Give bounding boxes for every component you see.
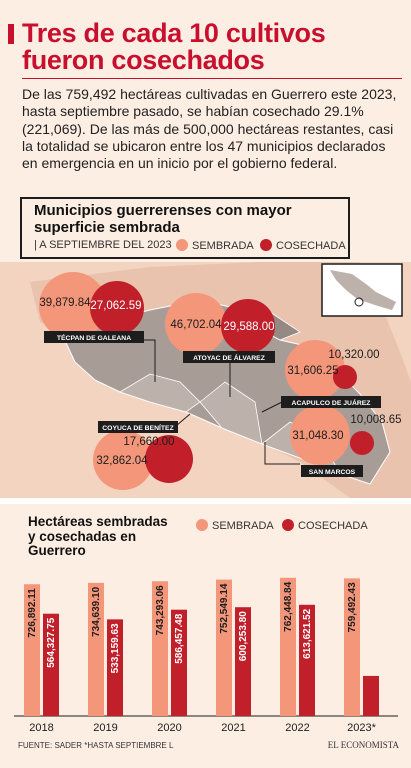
label-acapulco: ACAPULCO DE JUÁREZ — [292, 398, 371, 407]
bubble-tecpan-sembrada — [39, 272, 107, 340]
value-sanmarcos-cosechada: 10,008.65 — [350, 414, 401, 426]
bubble-tecpan-cosechada — [90, 281, 144, 335]
value-sanmarcos-sembrada: 31,048.30 — [292, 430, 343, 442]
legend-label-harvested: COSECHADA — [276, 240, 346, 252]
bar-sembrada-0 — [24, 584, 40, 716]
map-title: Municipios guerrerenses con mayor superf… — [34, 202, 292, 236]
x-tick-label-5: 2023* — [347, 722, 376, 734]
legend-dot-sown — [176, 239, 188, 251]
bubble-coyuca-cosechada — [145, 435, 193, 483]
publisher-logo: EL ECONOMISTA — [327, 740, 399, 750]
chart-legend-sown: SEMBRADA — [196, 519, 274, 532]
x-tick-label-0: 2018 — [29, 722, 53, 734]
label-atoyac: ATOYAC DE ÁLVAREZ — [193, 353, 265, 362]
data-label-sembrada-0: 726,892.11 — [27, 588, 38, 638]
chart-legend-label-sown: SEMBRADA — [212, 520, 274, 532]
intro-paragraph: De las 759,492 hectáreas cultivadas en G… — [22, 86, 397, 172]
bar-sembrada-5 — [344, 578, 360, 716]
x-tick-label-1: 2019 — [93, 722, 117, 734]
chart-title: Hectáreas sembradas y cosechadas en Guer… — [28, 514, 168, 558]
value-atoyac-sembrada: 46,702.04 — [170, 319, 222, 331]
bubble-coyuca-sembrada — [93, 430, 153, 490]
bar-chart: 726,892.11 564,327.75 2018 734,639.10 533,15… — [14, 577, 398, 734]
data-label-sembrada-4: 762,448.84 — [283, 581, 294, 631]
bar-cosechada-5 — [363, 675, 379, 716]
chart-legend-harvested: COSECHADA — [282, 519, 368, 532]
data-label-cosechada-3: 600,253.80 — [238, 611, 249, 661]
page-title: Tres de cada 10 cultivos fueron cosechad… — [22, 18, 326, 75]
bar-cosechada-0 — [43, 613, 59, 716]
value-coyuca-cosechada: 17,660.00 — [123, 436, 174, 448]
value-acapulco-sembrada: 31,606.25 — [287, 365, 338, 377]
bar-sembrada-3 — [216, 579, 232, 716]
title-rule — [22, 78, 402, 79]
bubble-atoyac-sembrada — [165, 293, 227, 355]
data-label-sembrada-2: 743,293.06 — [155, 585, 166, 635]
data-label-sembrada-5: 759,492.43 — [347, 582, 358, 632]
data-label-sembrada-3: 752,549.14 — [219, 583, 230, 633]
bubble-atoyac-cosechada — [221, 299, 275, 353]
data-label-cosechada-1: 533,159.63 — [110, 623, 121, 673]
map-header: Municipios guerrerenses con mayor superf… — [20, 197, 350, 259]
label-sanmarcos: SAN MARCOS — [309, 469, 356, 476]
legend-label-sown: SEMBRADA — [192, 240, 254, 252]
value-acapulco-cosechada: 10,320.00 — [328, 349, 379, 361]
map-area: 39,879.84 27,062.59 46,702.04 29,588.00 … — [0, 262, 411, 498]
bar-cosechada-4 — [299, 604, 315, 716]
bar-cosechada-1 — [107, 619, 123, 716]
map-subtitle: | A SEPTIEMBRE DEL 2023 — [34, 239, 172, 251]
map-legend-sown: SEMBRADA — [176, 239, 254, 252]
section-divider — [0, 498, 411, 504]
bubble-sanmarcos-cosechada — [350, 431, 374, 455]
value-coyuca-sembrada: 32,862.04 — [96, 455, 148, 467]
x-tick-label-4: 2022 — [285, 722, 309, 734]
x-tick-label-3: 2021 — [221, 722, 245, 734]
data-label-cosechada-4: 613,621.52 — [302, 608, 313, 658]
source-note: FUENTE: SADER *HASTA SEPTIEMBRE L — [18, 741, 174, 750]
bar-sembrada-2 — [152, 581, 168, 716]
bar-sembrada-1 — [88, 582, 104, 716]
value-tecpan-sembrada: 39,879.84 — [39, 297, 91, 309]
data-label-cosechada-0: 564,327.75 — [46, 617, 57, 667]
bubble-sanmarcos-sembrada — [290, 405, 350, 465]
data-label-sembrada-1: 734,639.10 — [91, 586, 102, 636]
map-legend-harvested: COSECHADA — [260, 239, 346, 252]
label-coyuca: COYUCA DE BENÍTEZ — [102, 423, 174, 432]
data-label-cosechada-2: 586,457.48 — [174, 613, 185, 663]
title-accent-bar — [8, 24, 14, 44]
bubble-acapulco-sembrada — [285, 340, 345, 400]
bar-sembrada-4 — [280, 577, 296, 716]
value-atoyac-cosechada: 29,588.00 — [223, 321, 274, 333]
bar-cosechada-2 — [171, 609, 187, 716]
chart-legend-dot-harvested — [282, 519, 294, 531]
bar-cosechada-3 — [235, 607, 251, 716]
chart-legend-label-harvested: COSECHADA — [298, 520, 368, 532]
value-tecpan-cosechada: 27,062.59 — [90, 300, 141, 312]
chart-legend-dot-sown — [196, 519, 208, 531]
label-tecpan: TÉCPAN DE GALEANA — [57, 333, 131, 342]
guerrero-map: 39,879.84 27,062.59 46,702.04 29,588.00 … — [30, 262, 411, 498]
legend-dot-harvested — [260, 239, 272, 251]
x-tick-label-2: 2020 — [157, 722, 181, 734]
bubble-acapulco-cosechada — [333, 365, 357, 389]
